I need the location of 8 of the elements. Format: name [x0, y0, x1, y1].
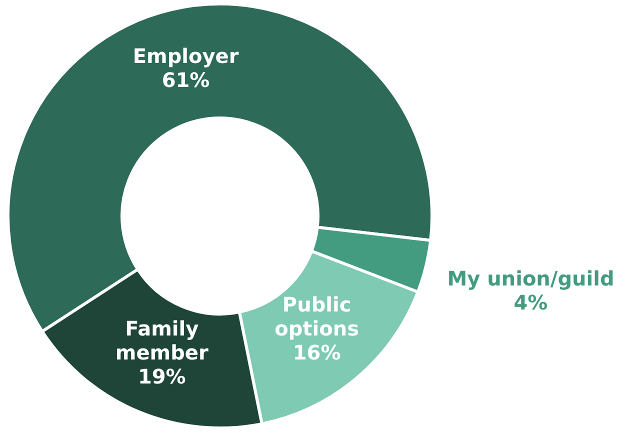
slice-label: Family member [115, 316, 208, 365]
data-label: 4% [514, 290, 548, 315]
slice-label: Employer [132, 44, 239, 68]
data-label: 19% [138, 364, 186, 389]
slice-label: Public options [274, 293, 359, 342]
data-label: 61% [162, 68, 210, 92]
slice-label: My union/guild [447, 266, 614, 291]
data-label: 16% [292, 341, 341, 366]
